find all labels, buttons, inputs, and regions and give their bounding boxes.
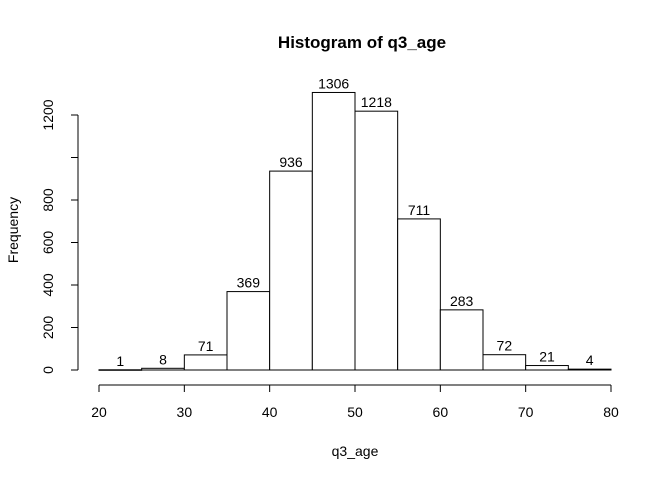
bar-count-label: 21	[539, 349, 555, 365]
bar-count-label: 936	[279, 154, 303, 170]
histogram-bar	[439, 309, 484, 371]
bar-count-label: 1218	[361, 94, 392, 110]
histogram-bar	[567, 368, 612, 371]
x-axis-label: q3_age	[332, 443, 379, 459]
y-tick-label: 600	[40, 231, 56, 255]
y-tick-label: 1200	[40, 99, 56, 130]
x-tick-label: 70	[518, 404, 534, 420]
x-tick-label: 30	[177, 404, 193, 420]
x-tick-label: 20	[91, 404, 107, 420]
bar-count-label: 369	[237, 275, 261, 291]
x-tick-label: 40	[262, 404, 278, 420]
chart-title: Histogram of q3_age	[278, 33, 446, 52]
histogram-bar	[397, 218, 441, 371]
histogram-bar	[269, 170, 313, 371]
x-tick-label: 50	[347, 404, 363, 420]
x-tick-label: 80	[603, 404, 619, 420]
y-tick-label: 0	[40, 366, 56, 374]
histogram-bar	[354, 110, 399, 371]
bar-count-label: 1306	[318, 75, 349, 91]
bar-count-label: 711	[408, 202, 431, 218]
histogram-bar	[311, 91, 356, 371]
x-tick-label: 60	[433, 404, 449, 420]
y-tick-label: 800	[40, 188, 56, 212]
y-axis: 0 200 400 600 800 1200	[40, 99, 79, 374]
bar-count-label: 4	[586, 352, 594, 368]
bar-count-label: 8	[159, 351, 167, 367]
histogram-bar	[98, 369, 143, 371]
y-tick-label: 400	[40, 273, 56, 297]
histogram-bar	[482, 354, 527, 371]
x-axis: 20 30 40 50 60 70 80	[91, 384, 619, 420]
bar-count-label: 71	[198, 338, 214, 354]
histogram-bar	[525, 365, 569, 371]
y-tick-label: 200	[40, 316, 56, 340]
bar-count-label: 283	[450, 293, 474, 309]
histogram-bar	[226, 291, 271, 371]
histogram-bar	[183, 354, 228, 371]
y-axis-label: Frequency	[5, 197, 21, 263]
bar-count-label: 1	[116, 353, 124, 369]
histogram-bar	[141, 367, 185, 371]
bar-count-label: 72	[497, 338, 513, 354]
bars-group: 1 8 71 369 936 1306 1218 711 283 72 21 4	[98, 75, 612, 371]
